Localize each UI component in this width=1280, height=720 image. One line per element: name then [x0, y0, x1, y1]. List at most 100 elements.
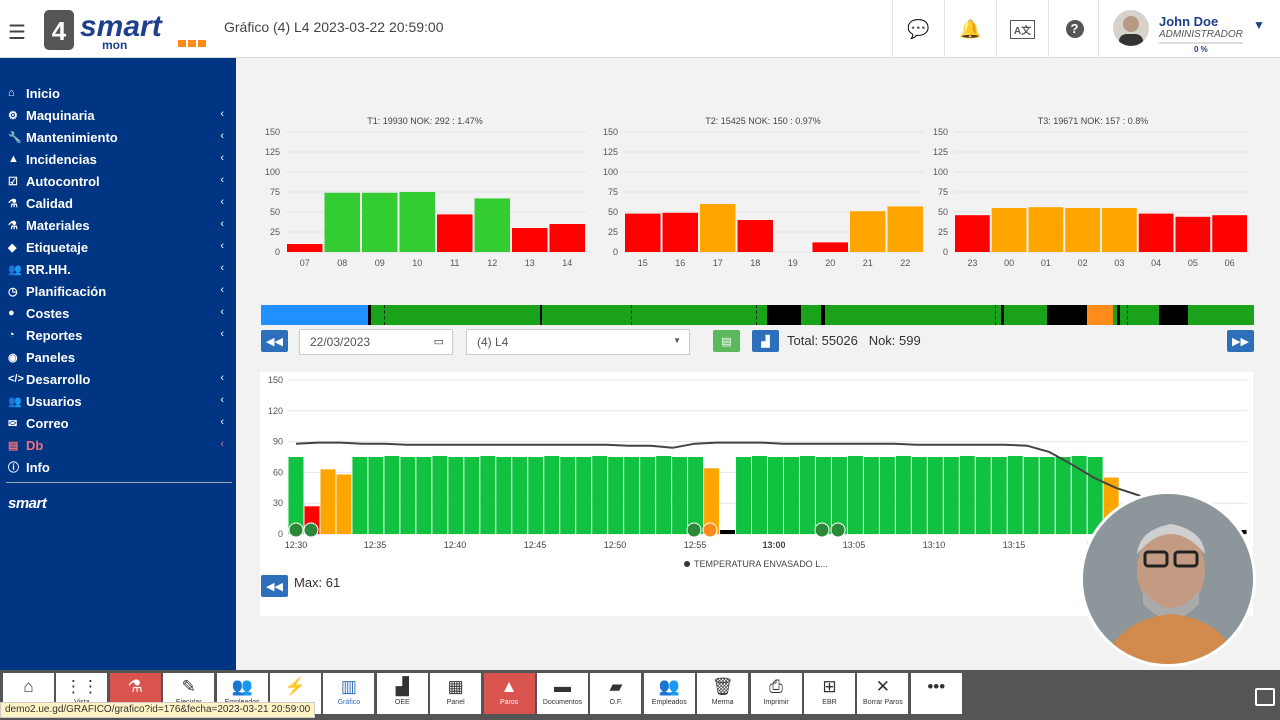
signal-chart-button[interactable]: ▟ — [752, 330, 779, 352]
bar — [1212, 215, 1247, 252]
info-icon: ⓘ — [8, 462, 19, 474]
toolbar-o-f--button[interactable]: ▰ O.F. — [590, 673, 642, 714]
sidebar-item-costes[interactable]: ● Costes ‹ — [0, 302, 236, 324]
chevron-down-icon[interactable]: ▼ — [1253, 18, 1265, 32]
ellipsis-icon: ••• — [927, 677, 946, 696]
home-icon: ⌂ — [23, 677, 34, 696]
chevron-left-icon: ‹ — [220, 394, 224, 406]
sidebar-item-mantenimiento[interactable]: 🔧 Mantenimiento ‹ — [0, 126, 236, 148]
toolbar-ebr-button[interactable]: ⊞ EBR — [804, 673, 855, 714]
bar — [437, 214, 473, 252]
svg-text:mon: mon — [102, 38, 127, 50]
x-tick-label: 14 — [562, 258, 572, 268]
toolbar-borrar-paros-button[interactable]: ✕ Borrar Paros — [857, 673, 909, 714]
sidebar-item-correo[interactable]: ✉ Correo ‹ — [0, 412, 236, 434]
x-tick-label: 06 — [1225, 258, 1235, 268]
sidebar-item-label: Correo — [26, 415, 69, 431]
toolbar-button-label: Gráfico — [337, 699, 361, 706]
y-tick-label: 150 — [603, 127, 618, 137]
toolbar-imprimir-button[interactable]: ⎙ Imprimir — [750, 673, 802, 714]
toolbar-panel-button[interactable]: ▦ Panel — [430, 673, 482, 714]
shift-chart-t3: T3: 19671 NOK: 157 : 0.8% 0 25 50 75 100 125 1… — [928, 98, 1258, 298]
line-select[interactable]: (4) L4 ▼ — [466, 329, 690, 355]
date-value: 22/03/2023 — [310, 335, 371, 349]
language-icon[interactable]: A文 — [996, 0, 1048, 58]
production-chart-svg: 0 30 60 90 120 150 12:30 12:35 12:40 12:45 12:50 12… — [268, 375, 1247, 569]
bar — [1039, 457, 1055, 534]
sidebar-item-maquinaria[interactable]: ⚙ Maquinaria ‹ — [0, 104, 236, 126]
sidebar-item-materiales[interactable]: ⚗ Materiales ‹ — [0, 214, 236, 236]
timeline-segment — [821, 305, 825, 325]
toolbar-empleados-button[interactable]: 👥 Empleados — [643, 673, 695, 714]
help-icon[interactable]: ? — [1048, 0, 1100, 58]
webcam-overlay — [1080, 491, 1256, 667]
y-tick-label: 100 — [265, 167, 280, 177]
date-input[interactable]: 22/03/2023 ▭ — [299, 329, 453, 355]
bar — [1175, 216, 1211, 252]
sidebar-item-etiquetaje[interactable]: ◆ Etiquetaje ‹ — [0, 236, 236, 258]
toolbar-button-label: Documentos — [542, 699, 583, 706]
bar — [955, 215, 990, 252]
y-tick-label: 100 — [603, 167, 618, 177]
y-tick-label: 150 — [933, 127, 948, 137]
flask-marker-icon — [814, 522, 830, 538]
bar — [688, 457, 704, 534]
sidebar-item-label: RR.HH. — [26, 261, 71, 277]
bar — [432, 455, 448, 534]
bar — [1102, 208, 1137, 252]
toolbar-documentos-button[interactable]: ▬ Documentos — [537, 673, 588, 714]
top-bar: ☰ 4 smart mon Gráfico (4) L4 2023-03-22 … — [0, 0, 1280, 58]
x-tick-label: 09 — [375, 258, 385, 268]
toolbar-button-label: EBR — [822, 699, 837, 706]
toolbar-button-label: Merma — [711, 699, 734, 706]
file-chart-icon: ▦ — [447, 677, 464, 696]
legend-marker — [684, 561, 690, 567]
bar — [474, 198, 510, 252]
toolbar-oee-button[interactable]: ▟ OEE — [376, 673, 428, 714]
smartmon-logo[interactable]: 4 smart mon — [44, 10, 210, 50]
bar — [625, 213, 661, 252]
fullscreen-icon[interactable] — [1255, 688, 1275, 706]
chat-icon[interactable]: 💬 — [892, 0, 944, 58]
sidebar-item-usuarios[interactable]: 👥 Usuarios ‹ — [0, 390, 236, 412]
sidebar-item-desarrollo[interactable]: </> Desarrollo ‹ — [0, 368, 236, 390]
x-tick-label: 15 — [638, 258, 648, 268]
sidebar-item-calidad[interactable]: ⚗ Calidad ‹ — [0, 192, 236, 214]
x-tick-label: 05 — [1188, 258, 1198, 268]
area-chart-button[interactable]: ▤ — [713, 330, 740, 352]
toolbar-paros-button[interactable]: ▲ Paros — [483, 673, 535, 714]
clock-icon: ◷ — [8, 285, 18, 298]
sidebar-item-autocontrol[interactable]: ☑ Autocontrol ‹ — [0, 170, 236, 192]
previous-day-button[interactable]: ◀◀ — [261, 330, 288, 352]
next-day-button[interactable]: ▶▶ — [1227, 330, 1254, 352]
timeline-bar[interactable] — [261, 305, 1254, 325]
sidebar-item-db[interactable]: ▤ Db ‹ — [0, 434, 236, 456]
toolbar-merma-button[interactable]: 🗑 Merma — [697, 673, 749, 714]
toolbar-button-label: Empleados — [651, 699, 687, 706]
previous-period-button[interactable]: ◀◀ — [261, 575, 288, 597]
hamburger-icon[interactable]: ☰ — [8, 22, 26, 44]
timeline-tick — [1127, 305, 1128, 325]
y-tick-label: 30 — [273, 498, 283, 508]
y-tick-label: 0 — [275, 247, 280, 257]
x-tick-label: 13:10 — [923, 540, 946, 550]
timeline-segment — [540, 305, 542, 325]
sidebar-item-incidencias[interactable]: ▲ Incidencias ‹ — [0, 148, 236, 170]
y-tick-label: 125 — [933, 147, 948, 157]
sidebar-item-label: Planificación — [26, 283, 107, 299]
sidebar-item-reportes[interactable]: ◔ Reportes ‹ — [0, 324, 236, 346]
eraser-icon: ✕ — [875, 677, 891, 696]
toolbar-gr-fico-button[interactable]: ▥ Gráfico — [323, 673, 375, 714]
envelope-icon: ✉ — [8, 417, 18, 430]
sidebar-item-info[interactable]: ⓘ Info — [0, 456, 236, 478]
bell-icon[interactable]: 🔔 — [944, 0, 996, 58]
user-menu[interactable]: John Doe ADMINISTRADOR 0 % ▼ — [1098, 0, 1280, 58]
sidebar-item-planificaci-n[interactable]: ◷ Planificación ‹ — [0, 280, 236, 302]
calendar-icon[interactable]: ▭ — [433, 336, 444, 348]
sidebar-item-rr-hh-[interactable]: 👥 RR.HH. ‹ — [0, 258, 236, 280]
sidebar-item-inicio[interactable]: ⌂ Inicio — [0, 82, 236, 104]
sidebar-item-paneles[interactable]: ◉ Paneles — [0, 346, 236, 368]
chevron-left-icon: ‹ — [220, 306, 224, 318]
x-tick-label: 13:05 — [843, 540, 866, 550]
toolbar-ellipsis-button[interactable]: ••• — [910, 673, 962, 714]
